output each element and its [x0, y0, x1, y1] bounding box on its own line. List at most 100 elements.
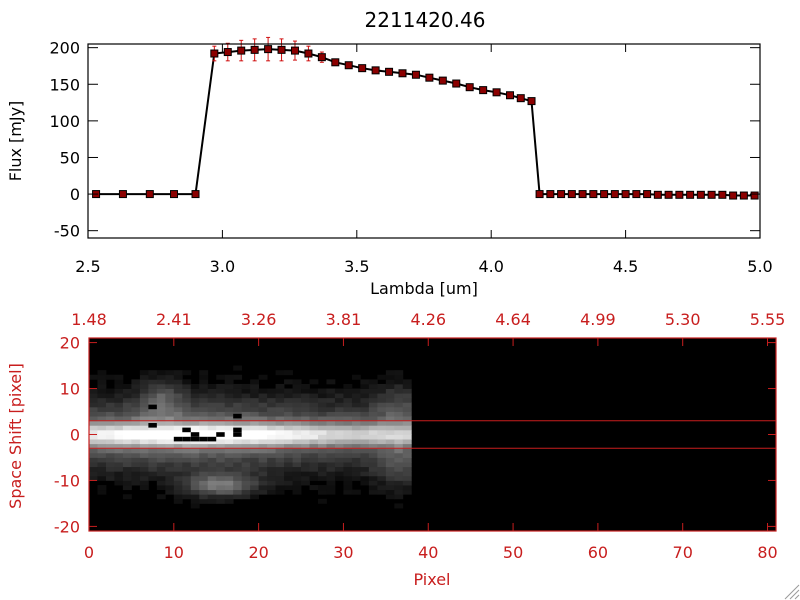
- heatmap-cell: [360, 397, 370, 403]
- heatmap-cell: [165, 443, 175, 449]
- heatmap-cell: [173, 393, 183, 399]
- heatmap-cell: [89, 397, 98, 403]
- heatmap-cell: [326, 466, 336, 472]
- heatmap-cell: [394, 411, 404, 417]
- heatmap-cell: [326, 462, 336, 468]
- heatmap-cell: [105, 448, 115, 454]
- heatmap-cell: [139, 457, 149, 463]
- heatmap-cell: [131, 406, 141, 412]
- heatmap-cell: [199, 462, 209, 468]
- heatmap-cell: [250, 485, 260, 491]
- top-tick-label: 4.64: [495, 310, 531, 329]
- heatmap-cell: [318, 402, 327, 408]
- heatmap-cell: [360, 439, 370, 445]
- heatmap-cell: [267, 475, 276, 481]
- heatmap-cell: [377, 475, 387, 481]
- heatmap-cell: [318, 439, 327, 445]
- data-point: [210, 49, 219, 58]
- x-tick-label: 20: [248, 543, 268, 562]
- heatmap-cell: [207, 494, 217, 500]
- heatmap-cell: [97, 457, 107, 463]
- heatmap-cell: [199, 494, 209, 500]
- heatmap-cell: [182, 443, 192, 449]
- heatmap-cell: [343, 489, 353, 495]
- heatmap-cell: [148, 379, 158, 385]
- heatmap-cell: [334, 434, 344, 440]
- heatmap-cell: [402, 439, 412, 445]
- heatmap-cell: [301, 388, 310, 394]
- heatmap-cell: [139, 475, 149, 481]
- heatmap-cell: [258, 420, 268, 426]
- heatmap-cell: [224, 406, 234, 412]
- heatmap-cell: [216, 448, 226, 454]
- heatmap-cell: [165, 411, 175, 417]
- heatmap-cell: [394, 485, 404, 491]
- data-point: [707, 190, 716, 199]
- heatmap-cell: [131, 429, 141, 435]
- heatmap-cell: [292, 439, 302, 445]
- heatmap-cell: [301, 462, 310, 468]
- heatmap-cell: [207, 425, 217, 431]
- heatmap-cell: [114, 420, 124, 426]
- heatmap-cell: [402, 416, 412, 422]
- heatmap-cell: [267, 434, 276, 440]
- heatmap-cell: [351, 448, 361, 454]
- heatmap-cell: [190, 393, 200, 399]
- heatmap-cell: [368, 411, 378, 417]
- heatmap-cell: [139, 462, 149, 468]
- heatmap-cell: [156, 494, 166, 500]
- heatmap-cell: [122, 475, 132, 481]
- heatmap-cell: [250, 420, 260, 426]
- data-point: [729, 191, 738, 200]
- heatmap-cell: [216, 480, 226, 486]
- top-tick-label: 5.30: [665, 310, 701, 329]
- heatmap-cell: [258, 402, 268, 408]
- heatmap-cell: [258, 443, 268, 449]
- heatmap-cell: [165, 457, 175, 463]
- heatmap-cell: [224, 448, 234, 454]
- heatmap-cell: [267, 397, 276, 403]
- heatmap-cell: [402, 429, 412, 435]
- heatmap-cell: [284, 457, 293, 463]
- heatmap-cell: [199, 393, 209, 399]
- heatmap-cell: [114, 475, 124, 481]
- heatmap-cell: [131, 402, 141, 408]
- heatmap-cell: [258, 429, 268, 435]
- heatmap-cell: [301, 434, 310, 440]
- heatmap-cell: [97, 485, 107, 491]
- heatmap-cell: [377, 374, 387, 380]
- heatmap-cell: [292, 397, 302, 403]
- heatmap-cell: [156, 379, 166, 385]
- heatmap-cell: [114, 480, 124, 486]
- heatmap-cell: [216, 489, 226, 495]
- heatmap-cell: [377, 480, 387, 486]
- heatmap-cell: [394, 494, 404, 500]
- heatmap-cell: [182, 457, 192, 463]
- heatmap-cell: [402, 466, 412, 472]
- heatmap-cell: [241, 448, 251, 454]
- heatmap-cell: [377, 383, 387, 389]
- heatmap-cell: [334, 411, 344, 417]
- heatmap-cell: [165, 462, 175, 468]
- heatmap-cell: [165, 452, 175, 458]
- heatmap-cell: [122, 466, 132, 472]
- heatmap-cell: [267, 393, 276, 399]
- heatmap-cell: [275, 448, 285, 454]
- resize-grip-icon[interactable]: [784, 584, 800, 600]
- heatmap-cell: [368, 480, 378, 486]
- heatmap-cell: [385, 494, 395, 500]
- heatmap-cell: [190, 425, 200, 431]
- heatmap-cell: [190, 439, 200, 445]
- heatmap-cell: [148, 383, 158, 389]
- heatmap-cell: [105, 439, 115, 445]
- heatmap-cell: [139, 448, 149, 454]
- heatmap-cell: [250, 457, 260, 463]
- heatmap-cell: [368, 393, 378, 399]
- heatmap-cell: [173, 466, 183, 472]
- heatmap-cell: [241, 471, 251, 477]
- heatmap-cell: [182, 388, 192, 394]
- heatmap-cell: [89, 406, 98, 412]
- heatmap-cell: [394, 434, 404, 440]
- x-tick-label: 4.5: [613, 257, 638, 276]
